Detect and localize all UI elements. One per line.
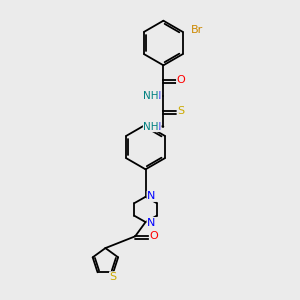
Text: N: N <box>153 122 161 131</box>
Text: S: S <box>110 272 117 282</box>
Text: O: O <box>177 75 186 85</box>
Text: O: O <box>149 231 158 241</box>
Text: N: N <box>147 191 156 201</box>
Text: S: S <box>178 106 185 116</box>
Text: NH: NH <box>143 91 159 100</box>
Text: H: H <box>149 91 157 100</box>
Text: H: H <box>149 122 157 131</box>
Text: Br: Br <box>191 26 203 35</box>
Text: N: N <box>147 218 156 228</box>
Text: S: S <box>110 272 117 282</box>
Text: N: N <box>147 218 156 228</box>
Text: N: N <box>153 91 161 100</box>
Text: S: S <box>178 106 185 116</box>
Text: Br: Br <box>191 26 203 35</box>
Text: O: O <box>149 231 158 241</box>
Text: NH: NH <box>143 122 159 131</box>
Text: O: O <box>177 75 186 85</box>
Text: N: N <box>147 191 156 201</box>
